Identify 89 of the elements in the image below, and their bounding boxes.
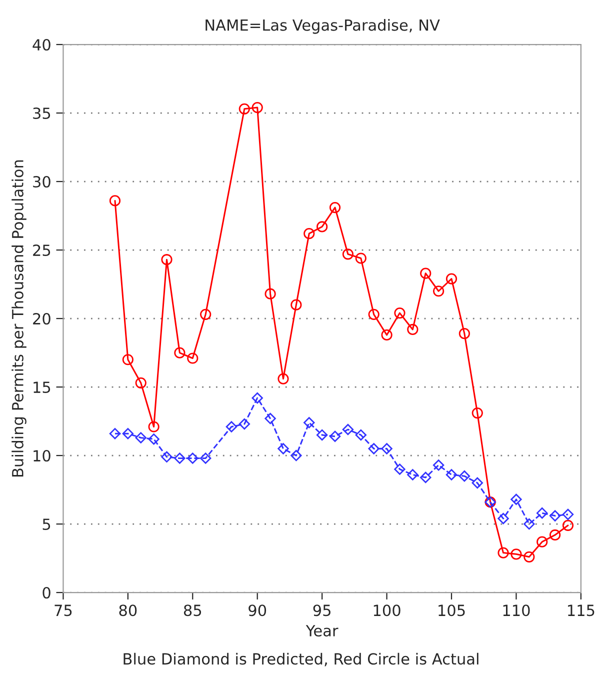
x-tick-label: 110 [503,604,530,616]
point [226,421,238,432]
point [394,307,406,319]
y-tick-label: 20 [33,312,50,325]
point [420,472,432,484]
point [510,548,522,560]
point [238,103,250,114]
y-tick-label: 10 [34,450,50,462]
point [472,477,483,489]
x-tick-label: 75 [54,604,72,616]
point [316,221,328,232]
y-tick-label: 25 [33,244,50,256]
point [122,428,134,440]
point [135,377,146,388]
point [407,324,418,336]
point [498,512,509,524]
point [536,507,548,519]
point [446,273,458,284]
x-tick-label: 115 [568,604,594,616]
point [264,412,276,424]
point [278,373,289,384]
point [420,268,432,279]
chart-title: NAME=Las Vegas-Paradise, NV [206,19,440,34]
point [316,429,328,441]
point [562,520,574,531]
point [200,308,212,320]
y-tick-label: 40 [32,38,50,51]
point [498,547,509,558]
point [329,202,341,214]
point [342,248,354,260]
x-tick-label: 95 [313,604,330,616]
x-axis-title: Year [306,625,338,636]
point [524,518,535,530]
point [381,329,392,341]
point [161,254,172,266]
point [432,460,444,471]
point [562,508,574,520]
point [433,286,444,297]
point [278,443,289,454]
point [368,308,380,320]
point [290,450,302,462]
point [148,433,160,445]
point [187,452,198,464]
x-tick-label: 105 [438,604,465,616]
point [148,421,160,432]
point [122,354,134,366]
x-tick-label: 100 [374,604,400,616]
y-tick-label: 35 [33,107,50,120]
y-tick-label: 15 [34,382,50,394]
point [304,417,315,428]
point [252,392,263,404]
point [200,452,212,464]
point [329,430,341,442]
point [304,228,315,240]
text: Blue Diamond is Predicted, Red Circle is Actual [124,652,478,666]
point [135,432,146,444]
point [174,347,186,358]
point [536,536,548,548]
point [355,252,366,264]
y-tick-label: 5 [42,518,50,530]
point [381,443,392,454]
point [510,494,522,505]
point [342,424,354,436]
point [407,469,418,480]
point [394,464,406,475]
point [549,529,561,541]
point [355,429,367,441]
point [472,408,483,419]
point [174,452,186,464]
point [524,551,535,562]
point [368,443,380,454]
point [109,195,121,206]
point [187,352,198,364]
point [252,102,263,114]
point [446,469,458,480]
point [264,288,276,300]
x-tick-label: 90 [248,604,266,616]
point [458,328,470,340]
x-tick-label: 80 [119,604,137,616]
y-axis-title: Building Permits per Thousand Population [12,160,26,476]
point [109,428,121,440]
point [238,418,250,430]
y-tick-label: 0 [42,586,50,599]
point [549,510,561,522]
point [290,299,302,310]
y-tick-label: 30 [33,176,50,188]
x-tick-label: 85 [184,604,202,616]
point [161,451,172,462]
point [458,470,470,482]
